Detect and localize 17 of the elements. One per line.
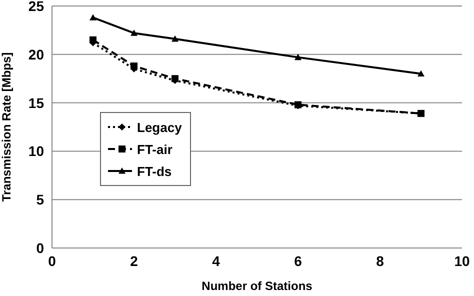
y-tick-label: 10 bbox=[28, 143, 44, 160]
x-tick-label: 0 bbox=[48, 252, 56, 269]
x-tick-label: 8 bbox=[376, 252, 384, 269]
x-tick-label: 10 bbox=[454, 252, 470, 269]
y-axis-title: Transmission Rate [Mbps] bbox=[0, 52, 14, 202]
x-axis-title: Number of Stations bbox=[202, 279, 313, 293]
x-tick-label: 2 bbox=[130, 252, 138, 269]
y-tick-label: 15 bbox=[28, 94, 44, 111]
x-tick-label: 4 bbox=[212, 252, 220, 269]
y-tick-label: 5 bbox=[36, 192, 44, 208]
legend-label: FT-air bbox=[137, 142, 172, 156]
x-tick-label: 6 bbox=[294, 252, 302, 269]
y-tick-label: 0 bbox=[36, 240, 44, 256]
legend-label: FT-ds bbox=[137, 164, 172, 178]
y-tick-label: 20 bbox=[28, 46, 44, 62]
legend-label: Legacy bbox=[137, 120, 182, 134]
y-tick-label: 25 bbox=[28, 0, 44, 14]
